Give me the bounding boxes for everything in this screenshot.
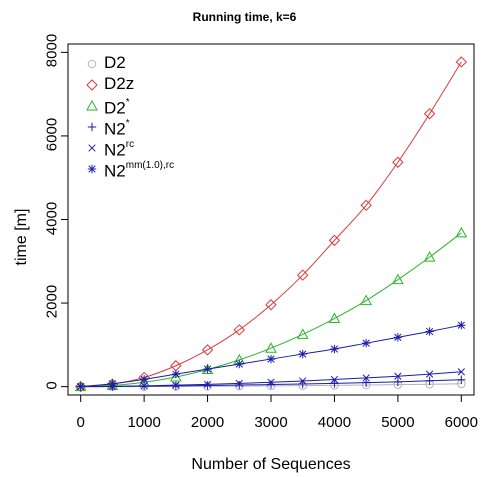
legend-entry-base: D2 (104, 98, 126, 118)
legend-entry: N2rc (104, 137, 134, 161)
data-point (328, 312, 341, 324)
legend-entry: D2z (104, 74, 134, 94)
legend-marker (87, 59, 97, 69)
data-point (235, 380, 244, 390)
legend-marker (87, 164, 97, 174)
data-point (360, 294, 373, 306)
data-point (299, 377, 307, 385)
data-point (393, 377, 403, 387)
data-point (425, 370, 434, 378)
data-point (423, 251, 436, 262)
x-tick-label: 2000 (190, 414, 225, 431)
legend-entry-base: D2 (104, 53, 126, 72)
data-point (171, 369, 181, 379)
series-diamond (74, 56, 468, 393)
data-point (265, 299, 277, 311)
data-point (203, 364, 212, 374)
data-point (172, 381, 180, 389)
data-point (203, 380, 212, 388)
legend-entry-superscript: * (125, 97, 130, 108)
data-point (235, 379, 243, 388)
x-tick-label: 4000 (317, 414, 352, 431)
y-tick-label: 6000 (43, 117, 61, 152)
y-tick-label: 0 (43, 380, 61, 390)
x-tick-label: 6000 (444, 414, 478, 431)
data-point (74, 380, 87, 393)
legend-marker (88, 144, 96, 152)
legend-entry: N2mm(1.0),rc (104, 158, 174, 182)
data-point (328, 234, 341, 247)
legend-entry-base: N2 (104, 140, 126, 160)
legend-marker (86, 79, 98, 91)
data-point (425, 327, 434, 336)
data-point (455, 56, 468, 68)
legend-entry-base: N2 (104, 119, 126, 139)
legend-entry-base: N2 (104, 161, 126, 181)
data-point (362, 374, 370, 382)
data-point (394, 372, 402, 380)
series-asterisk (76, 321, 466, 391)
data-point (455, 226, 468, 238)
data-point (108, 379, 117, 388)
chart-title: Running time, k=6 (192, 10, 297, 24)
data-point (140, 382, 148, 390)
legend-entry-superscript: rc (125, 139, 135, 150)
data-point (266, 354, 276, 364)
legend-entry-superscript: mm(1.0),rc (125, 160, 175, 171)
data-point (457, 321, 466, 330)
data-point (201, 344, 214, 356)
data-point (392, 273, 404, 285)
x-tick-label: 1000 (127, 414, 161, 431)
data-point (425, 376, 434, 385)
legend-entry: D2 (104, 53, 126, 73)
data-point (392, 156, 404, 168)
legend-entry-superscript: * (125, 118, 130, 129)
data-point (233, 324, 245, 336)
data-point (298, 349, 307, 359)
data-point (457, 368, 465, 376)
data-point (330, 344, 339, 354)
x-axis-label: Number of Sequences (191, 456, 351, 473)
data-point (423, 108, 436, 120)
data-point (267, 378, 275, 386)
legend-entry: D2* (104, 95, 130, 119)
data-point (203, 381, 212, 390)
y-tick-label: 8000 (43, 34, 61, 68)
legend-entry: N2* (104, 116, 130, 140)
data-point (296, 328, 309, 339)
data-point (330, 379, 339, 388)
data-point (265, 342, 277, 353)
data-point (393, 333, 403, 342)
data-point (76, 382, 85, 391)
data-point (139, 375, 149, 384)
x-tick-label: 0 (76, 414, 85, 431)
legend-entry-base: D2z (104, 74, 135, 93)
x-tick-label: 5000 (381, 414, 415, 431)
data-point (235, 359, 244, 369)
y-tick-label: 2000 (43, 284, 61, 319)
data-point (171, 381, 181, 391)
legend-marker (86, 99, 98, 111)
data-point (361, 378, 371, 387)
legend-marker (87, 122, 97, 132)
data-point (361, 338, 371, 348)
data-point (297, 269, 309, 281)
x-tick-label: 3000 (254, 414, 288, 431)
y-axis-label: time [m] (13, 208, 30, 266)
data-point (330, 375, 339, 384)
series-line (80, 61, 462, 388)
data-point (457, 375, 466, 384)
y-tick-label: 4000 (43, 201, 61, 235)
data-point (360, 199, 372, 211)
